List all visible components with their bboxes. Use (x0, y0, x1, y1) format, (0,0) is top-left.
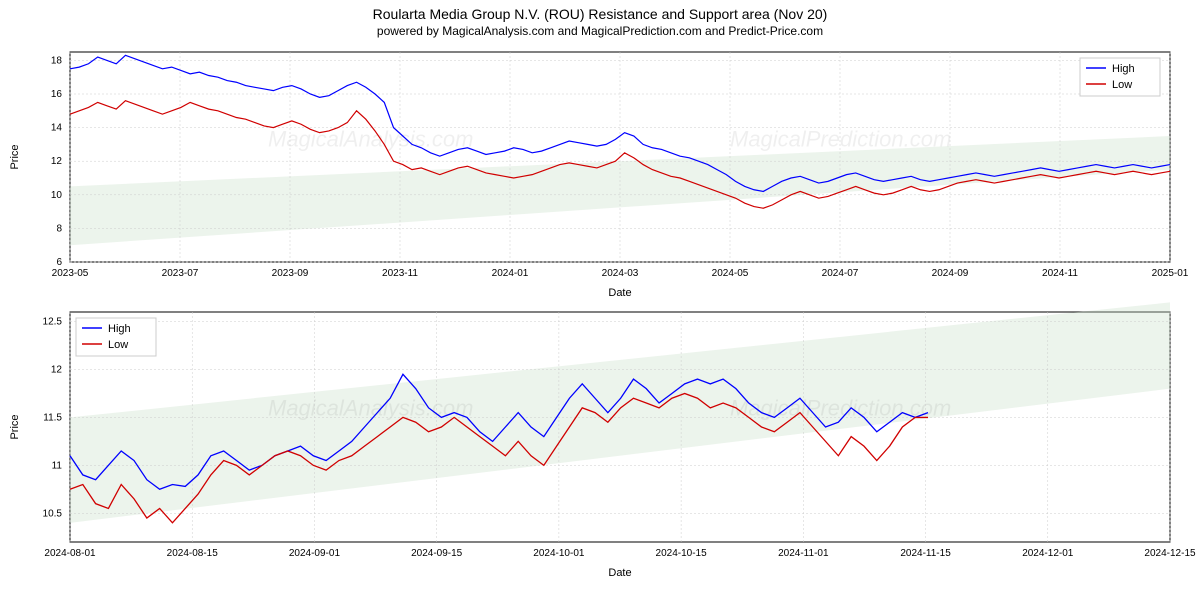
x-tick-label: 2024-08-15 (167, 548, 219, 559)
y-tick-label: 10.5 (43, 508, 63, 519)
x-axis-label: Date (608, 567, 631, 579)
x-tick-label: 2024-11-01 (778, 548, 829, 559)
y-tick-label: 12 (51, 365, 63, 376)
x-tick-label: 2024-12-15 (1144, 548, 1196, 559)
y-tick-label: 12 (51, 156, 63, 167)
legend-label: High (1112, 63, 1135, 75)
x-tick-label: 2024-09-01 (289, 548, 341, 559)
y-axis-label: Price (9, 144, 21, 169)
x-tick-label: 2024-07 (822, 268, 859, 279)
x-tick-label: 2024-09 (932, 268, 969, 279)
y-tick-label: 12.5 (43, 317, 63, 328)
support-resistance-band (70, 302, 1170, 522)
x-tick-label: 2024-11 (1042, 268, 1078, 279)
y-tick-label: 6 (56, 257, 62, 268)
y-tick-label: 14 (51, 123, 63, 134)
bottom-chart: MagicalAnalysis.comMagicalPrediction.com… (0, 302, 1200, 582)
y-tick-label: 11 (52, 460, 63, 471)
x-tick-label: 2024-12-01 (1022, 548, 1074, 559)
legend-label: Low (1112, 79, 1132, 91)
x-axis-label: Date (608, 287, 631, 299)
top-chart: MagicalAnalysis.com MagicalPrediction.com… (0, 42, 1200, 302)
x-tick-label: 2023-11 (382, 268, 418, 279)
x-tick-label: 2024-10-01 (533, 548, 585, 559)
x-tick-label: 2023-07 (162, 268, 199, 279)
y-axis-label: Price (9, 414, 21, 439)
chart-panel: Roularta Media Group N.V. (ROU) Resistan… (0, 6, 1200, 582)
y-tick-label: 10 (51, 190, 63, 201)
y-tick-label: 18 (51, 55, 63, 66)
legend-label: Low (108, 339, 128, 351)
watermark: MagicalAnalysis.com (268, 127, 473, 152)
x-tick-label: 2024-10-15 (656, 548, 708, 559)
y-tick-label: 11.5 (43, 412, 62, 423)
legend-label: High (108, 323, 131, 335)
x-tick-label: 2024-09-15 (411, 548, 463, 559)
x-tick-label: 2024-11-15 (900, 548, 951, 559)
x-tick-label: 2023-05 (52, 268, 89, 279)
x-tick-label: 2024-01 (492, 268, 529, 279)
watermark: MagicalPrediction.com (730, 127, 951, 152)
chart-subtitle: powered by MagicalAnalysis.com and Magic… (0, 24, 1200, 38)
x-tick-label: 2024-08-01 (44, 548, 96, 559)
y-tick-label: 8 (56, 223, 62, 234)
x-tick-label: 2024-05 (712, 268, 749, 279)
chart-title: Roularta Media Group N.V. (ROU) Resistan… (0, 6, 1200, 22)
x-tick-label: 2023-09 (272, 268, 309, 279)
x-tick-label: 2024-03 (602, 268, 639, 279)
y-tick-label: 16 (51, 89, 63, 100)
x-tick-label: 2025-01 (1152, 268, 1189, 279)
